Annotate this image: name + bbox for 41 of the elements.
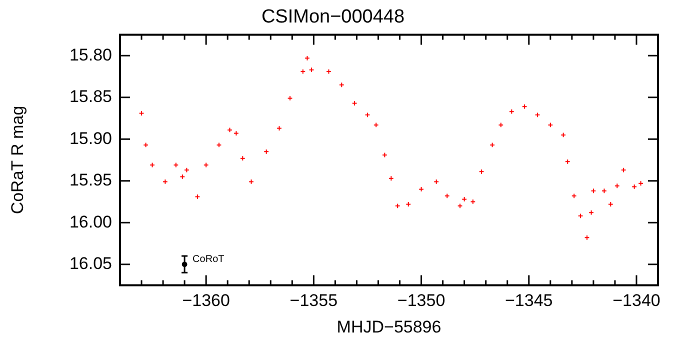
x-tick-label: −1340 — [612, 291, 660, 310]
point — [548, 122, 554, 128]
y-tick-label: 15.85 — [69, 87, 112, 106]
point — [588, 210, 594, 216]
point — [470, 199, 476, 204]
x-tick-label: −1355 — [290, 291, 338, 310]
x-tick-label: −1350 — [397, 291, 446, 310]
x-tick-label: −1360 — [182, 291, 230, 310]
point — [338, 82, 344, 88]
y-axis-title: CoRaT R mag — [8, 106, 27, 214]
point — [590, 188, 596, 194]
series-label: CoRoT — [192, 254, 224, 266]
point — [418, 186, 424, 192]
point — [248, 179, 254, 184]
point — [602, 188, 607, 194]
point — [638, 180, 644, 186]
point — [571, 193, 577, 199]
y-tick-label: 16.00 — [69, 212, 112, 232]
chart-title: CSIMon−000448 — [261, 6, 405, 28]
point — [388, 176, 394, 182]
y-tick-label: 15.95 — [69, 170, 112, 190]
point — [234, 130, 239, 136]
point — [632, 184, 638, 190]
x-axis-title: MHJD−55896 — [336, 317, 442, 336]
y-tick-label: 15.90 — [69, 128, 112, 148]
x-tick-label: −1345 — [505, 291, 553, 310]
point — [498, 122, 504, 128]
point — [394, 203, 400, 209]
point — [522, 104, 528, 110]
point — [614, 183, 620, 189]
point — [462, 196, 468, 202]
point — [373, 122, 379, 128]
y-tick-label: 16.05 — [69, 254, 112, 274]
point — [406, 202, 412, 207]
point — [434, 179, 440, 184]
point — [352, 100, 358, 106]
point — [276, 126, 282, 131]
y-tick-label: 15.80 — [69, 45, 112, 64]
point — [444, 193, 450, 199]
point — [608, 202, 614, 207]
point — [508, 108, 514, 114]
